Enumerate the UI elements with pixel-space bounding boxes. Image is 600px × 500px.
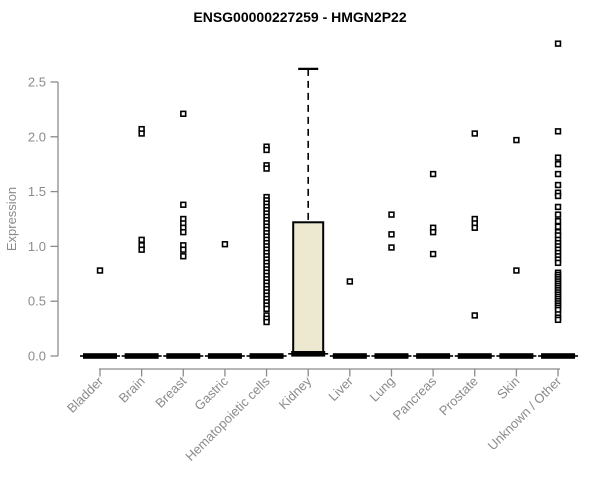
outlier-point bbox=[388, 231, 395, 238]
outlier-point bbox=[96, 267, 104, 274]
box-group-prostate bbox=[454, 130, 495, 359]
median-bar bbox=[457, 353, 492, 359]
outlier-point bbox=[554, 192, 562, 200]
outlier-point bbox=[554, 170, 562, 178]
box-group-skin bbox=[496, 136, 537, 359]
outlier-point bbox=[554, 181, 562, 189]
median-bar bbox=[124, 353, 159, 359]
x-tick-label: Gastric bbox=[191, 373, 231, 413]
median-bar bbox=[291, 351, 326, 357]
outlier-point bbox=[554, 154, 562, 161]
x-tick-label: Bladder bbox=[64, 373, 107, 416]
box-group-gastric bbox=[204, 241, 245, 359]
chart-title: ENSG00000227259 - HMGN2P22 bbox=[193, 9, 406, 25]
box-group-hematopoietic-cells bbox=[246, 143, 287, 359]
median-bar bbox=[166, 353, 201, 359]
box-group-breast bbox=[163, 110, 204, 359]
outlier-point bbox=[471, 312, 478, 319]
box-group-pancreas bbox=[413, 170, 454, 359]
outlier-point bbox=[263, 305, 270, 313]
outlier-point bbox=[554, 217, 562, 225]
x-tick-label: Liver bbox=[325, 373, 356, 404]
outlier-point bbox=[513, 136, 520, 144]
outlier-point bbox=[263, 318, 270, 326]
boxplot-series bbox=[80, 40, 579, 359]
outlier-point bbox=[554, 316, 562, 324]
outlier-point bbox=[471, 130, 478, 137]
box-group-bladder bbox=[80, 267, 120, 359]
outlier-point bbox=[180, 201, 187, 208]
outlier-point bbox=[180, 253, 187, 260]
median-bar bbox=[249, 353, 284, 359]
x-tick-label: Brain bbox=[116, 374, 148, 406]
x-tick-label: Kidney bbox=[276, 373, 315, 412]
x-tick-label: Pancreas bbox=[390, 373, 440, 423]
outlier-point bbox=[138, 246, 145, 253]
x-tick-label: Unknown / Other bbox=[485, 373, 565, 453]
outlier-point bbox=[429, 228, 437, 236]
median-bar bbox=[499, 353, 534, 359]
outlier-point bbox=[346, 278, 354, 285]
outlier-point bbox=[180, 246, 187, 253]
outlier-point bbox=[180, 228, 187, 236]
outlier-point bbox=[221, 241, 229, 248]
outlier-point bbox=[429, 250, 437, 258]
outlier-point bbox=[554, 128, 562, 135]
y-tick-label: 2.5 bbox=[28, 75, 46, 90]
median-bar bbox=[332, 353, 367, 359]
y-tick-label: 0.5 bbox=[28, 294, 46, 309]
outlier-point bbox=[554, 40, 562, 47]
x-tick-label: Prostate bbox=[436, 374, 481, 419]
outlier-point bbox=[554, 223, 562, 230]
y-tick-label: 1.0 bbox=[28, 239, 46, 254]
box-group-brain bbox=[121, 125, 162, 359]
median-bar bbox=[374, 353, 409, 359]
x-tick-label: Breast bbox=[152, 373, 189, 410]
y-tick-label: 2.0 bbox=[28, 129, 46, 144]
box-iqr bbox=[292, 221, 325, 354]
box-group-unknown-other bbox=[538, 40, 579, 359]
outlier-point bbox=[263, 165, 270, 172]
median-bar bbox=[541, 353, 576, 359]
outlier-point bbox=[471, 224, 478, 231]
outlier-point bbox=[513, 267, 520, 274]
y-tick-label: 1.5 bbox=[28, 184, 46, 199]
outlier-point bbox=[138, 236, 145, 244]
box-group-lung bbox=[371, 211, 412, 359]
outlier-point bbox=[554, 203, 562, 211]
outlier-point bbox=[388, 211, 395, 218]
outlier-point bbox=[138, 130, 145, 137]
outlier-point bbox=[263, 146, 270, 154]
box-group-kidney bbox=[288, 67, 329, 357]
median-bar bbox=[83, 353, 117, 359]
outlier-point bbox=[554, 161, 562, 168]
x-tick-label: Lung bbox=[367, 374, 398, 405]
y-tick-label: 0.0 bbox=[28, 349, 46, 364]
outlier-point bbox=[180, 110, 187, 117]
outlier-point bbox=[554, 259, 562, 267]
x-tick-label: Skin bbox=[494, 374, 522, 402]
outlier-point bbox=[388, 244, 395, 251]
median-bar bbox=[207, 353, 242, 359]
y-axis: 0.0 0.5 1.0 1.5 2.0 2.5 bbox=[28, 75, 59, 364]
median-bar bbox=[416, 353, 451, 359]
outlier-point bbox=[554, 211, 562, 218]
box-group-liver bbox=[329, 278, 370, 359]
outlier-point bbox=[429, 170, 437, 178]
y-axis-label: Expression bbox=[4, 187, 19, 251]
